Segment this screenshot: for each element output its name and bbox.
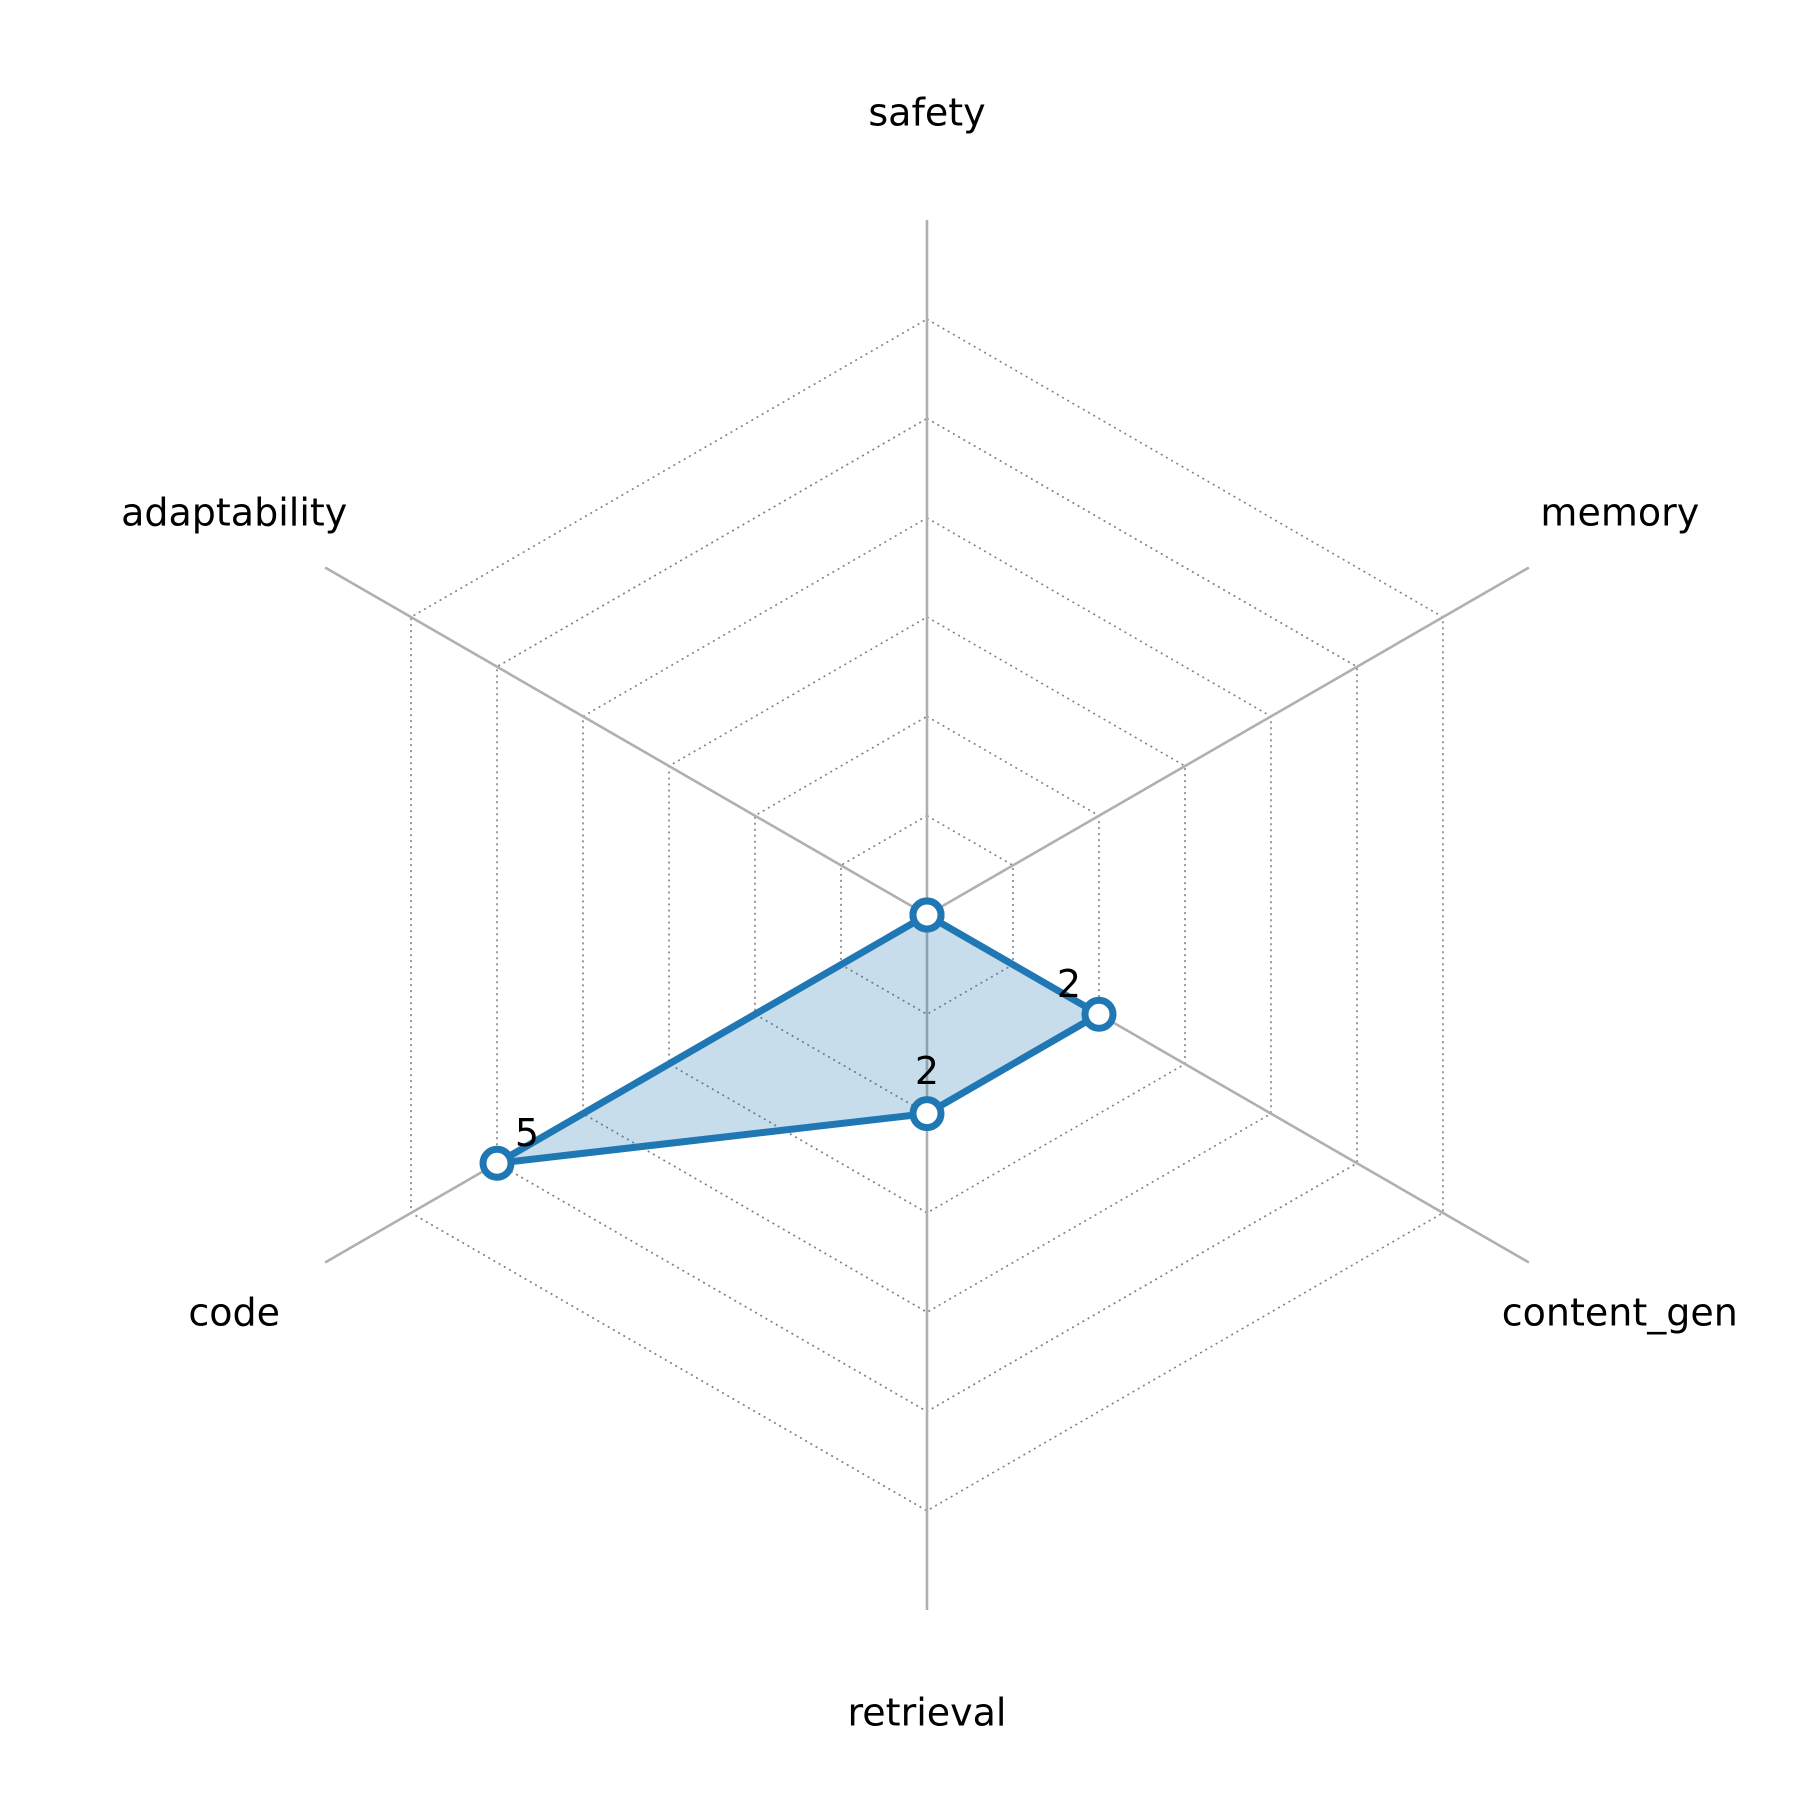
axis-label-safety: safety — [868, 91, 985, 135]
axis-label-code: code — [188, 1291, 280, 1335]
marker-code — [479, 1145, 515, 1181]
axis-label-content_gen: content_gen — [1502, 1291, 1738, 1335]
axis-labels: safety memory content_gen retrieval code adap… — [121, 91, 1738, 1735]
data-label-code: 5 — [515, 1111, 539, 1155]
marker-content_gen — [1081, 996, 1117, 1032]
axis-label-memory: memory — [1540, 491, 1699, 535]
data-label-retrieval: 2 — [915, 1049, 939, 1093]
series-area — [497, 915, 1099, 1164]
data-label-content_gen: 2 — [1057, 962, 1081, 1006]
marker-adaptability — [909, 897, 945, 933]
series-group: 2 2 5 — [479, 897, 1117, 1181]
spoke-memory — [926, 566, 1530, 917]
spoke-adaptability — [324, 566, 928, 917]
axis-label-retrieval: retrieval — [848, 1691, 1007, 1735]
marker-retrieval — [909, 1096, 945, 1132]
axis-label-adaptability: adaptability — [121, 491, 347, 535]
